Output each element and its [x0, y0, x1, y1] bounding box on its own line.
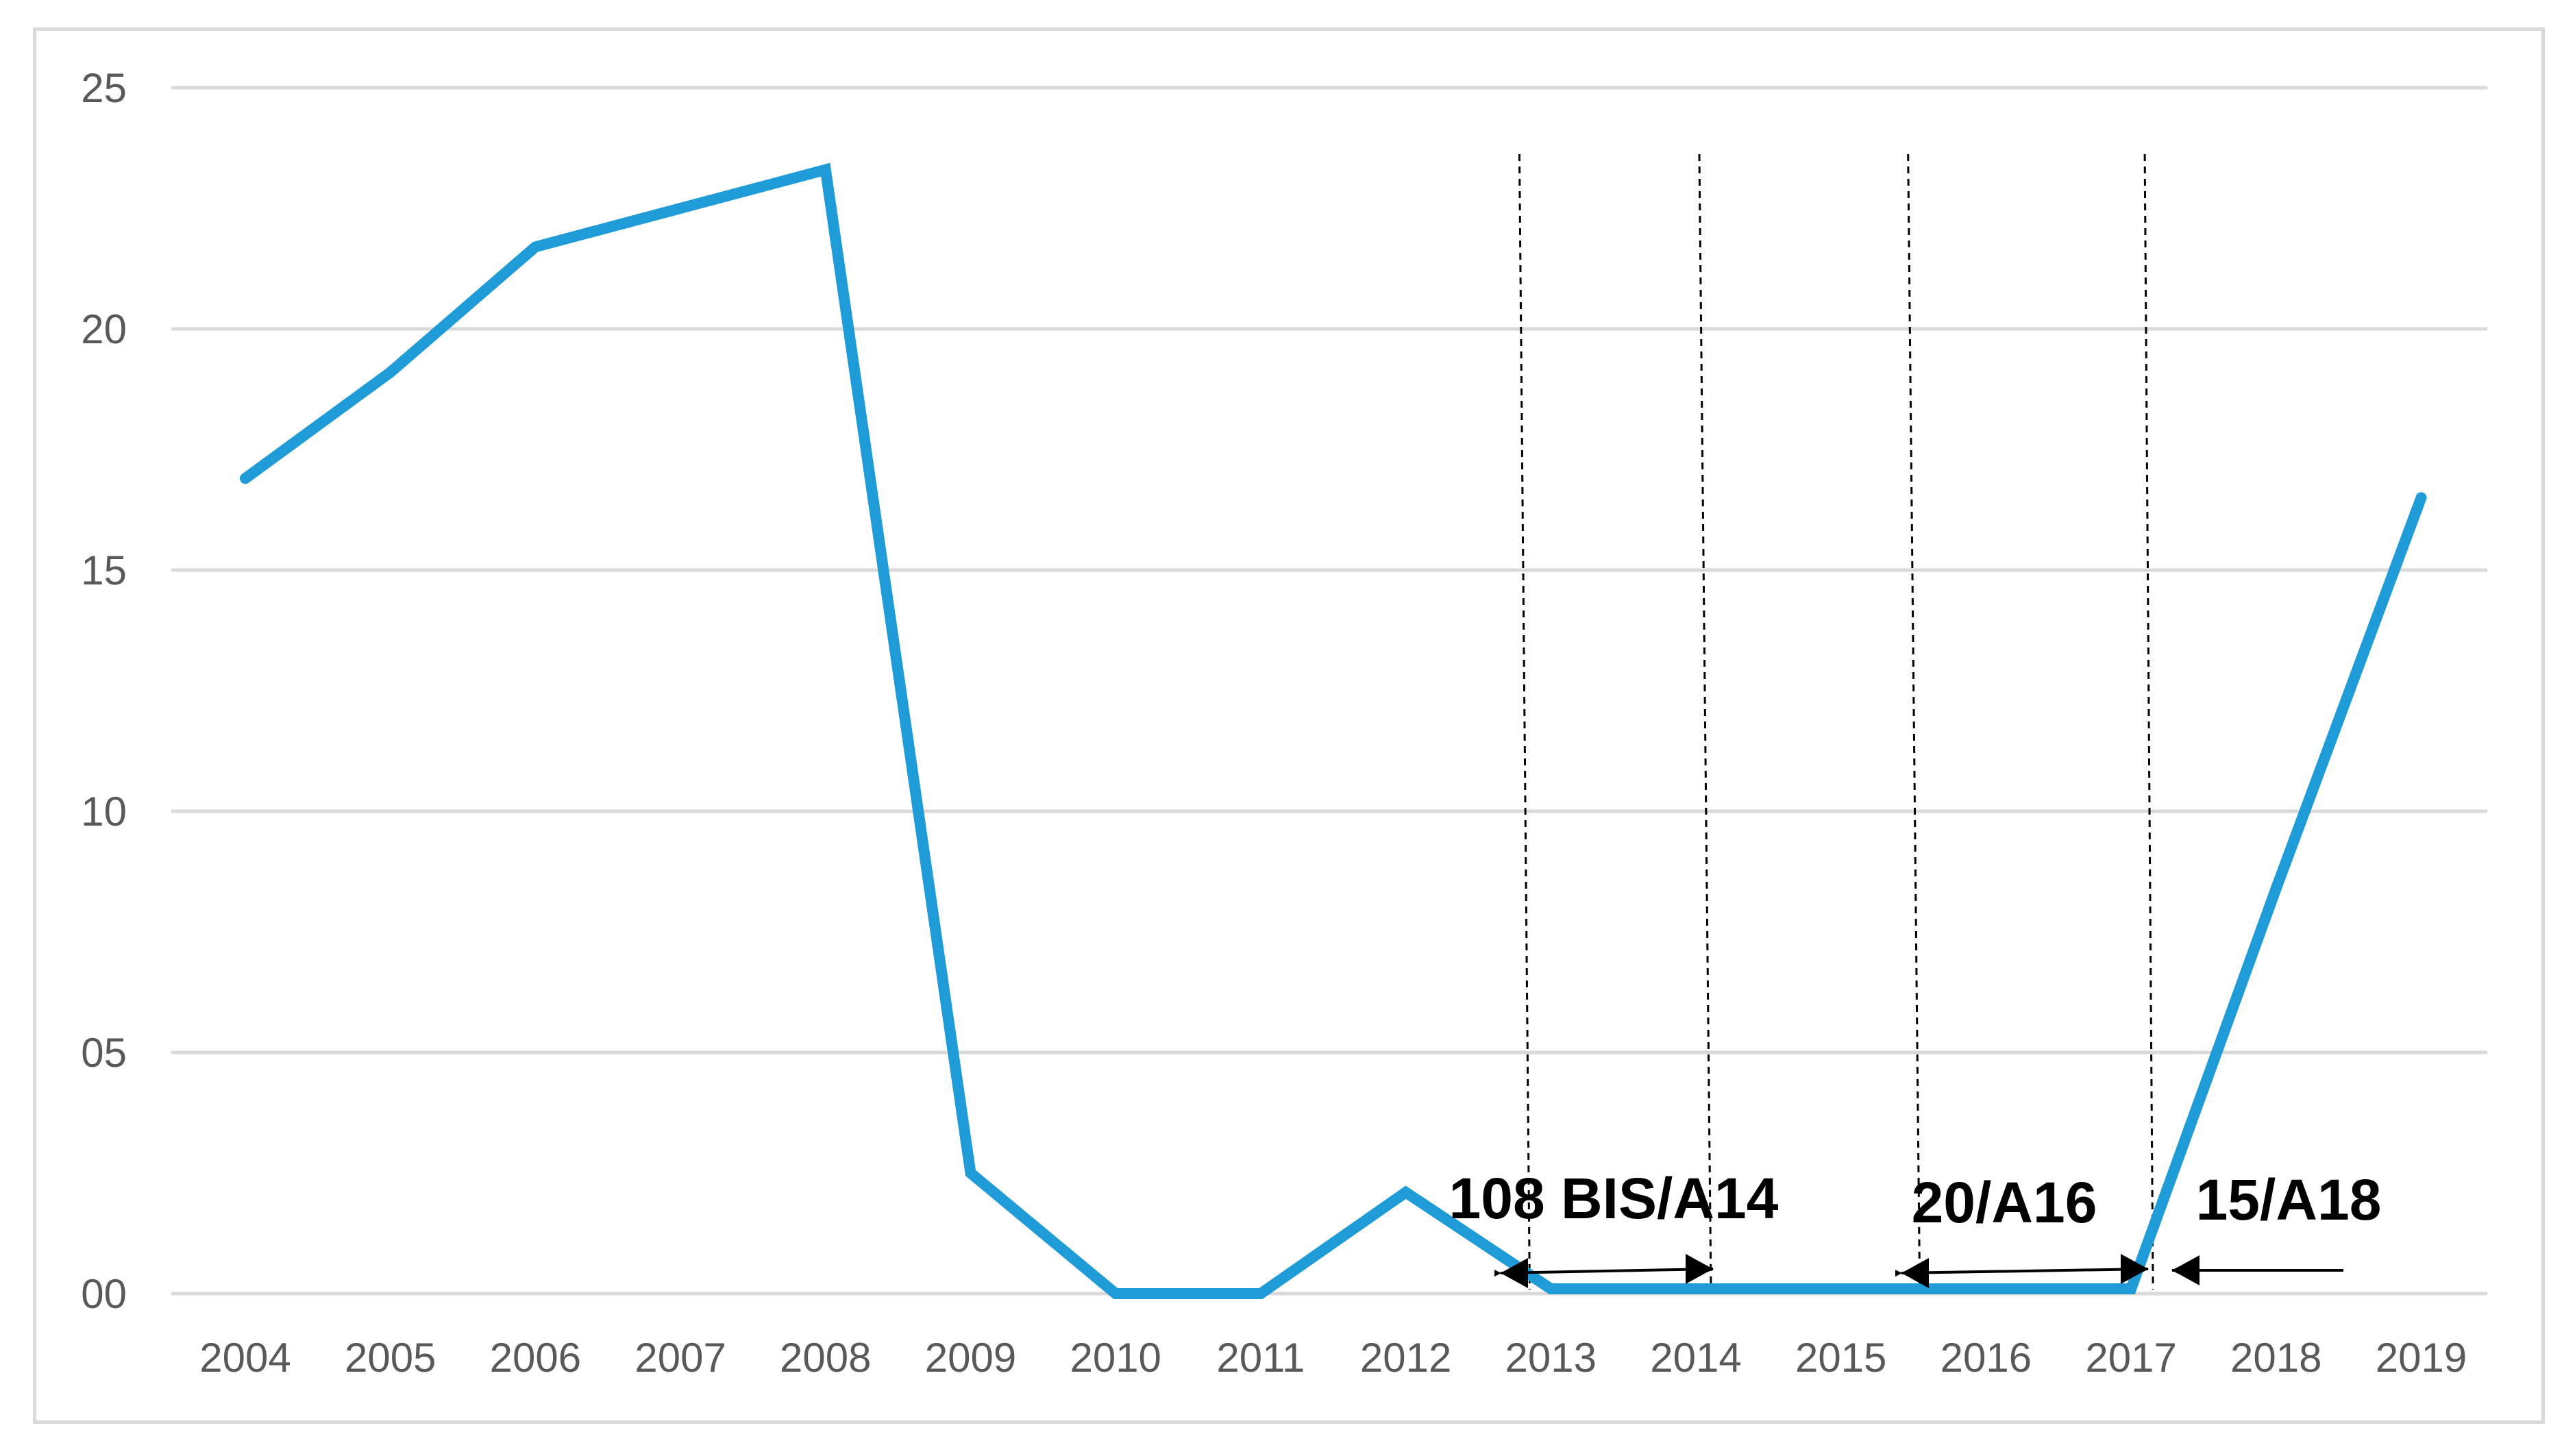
arrow-head [1901, 1258, 1929, 1288]
x-tick-label: 2012 [1360, 1335, 1451, 1381]
reference-line [1698, 153, 1712, 1290]
annotation-label: 20/A16 [1912, 1170, 2097, 1235]
annotation-arrow [1895, 1266, 2149, 1277]
x-tick-label: 2005 [345, 1335, 436, 1381]
reference-line [1518, 153, 1531, 1290]
arrow-head [2121, 1254, 2148, 1284]
y-tick-label: 20 [81, 306, 127, 352]
x-tick-label: 2016 [1941, 1335, 2032, 1381]
y-tick-label: 00 [81, 1271, 127, 1317]
x-tick-label: 2015 [1795, 1335, 1886, 1381]
annotation-arrow [1494, 1266, 1714, 1277]
annotations: 108 BIS/A14 20/A16 15/A18 [1449, 1166, 2382, 1288]
reference-lines [1518, 153, 2154, 1290]
y-tick-label: 10 [81, 789, 127, 835]
arrow-head [1686, 1254, 1713, 1284]
x-tick-label: 2007 [634, 1335, 726, 1381]
x-tick-label: 2004 [199, 1335, 291, 1381]
x-tick-label: 2019 [2376, 1335, 2467, 1381]
y-tick-label: 05 [81, 1030, 127, 1076]
x-tick-label: 2017 [2085, 1335, 2176, 1381]
series-line [240, 162, 2427, 1299]
x-tick-label: 2011 [1216, 1335, 1305, 1381]
y-axis-ticks: 00 05 10 15 20 25 [81, 65, 127, 1317]
reference-line [2143, 153, 2154, 1290]
reference-line [1907, 153, 1921, 1290]
arrow-head [1501, 1258, 1528, 1288]
arrow-head [2172, 1255, 2200, 1285]
chart-frame [33, 27, 2545, 1424]
series [240, 162, 2427, 1299]
x-tick-label: 2006 [490, 1335, 581, 1381]
annotation-label: 108 BIS/A14 [1449, 1166, 1779, 1231]
x-tick-label: 2008 [780, 1335, 871, 1381]
gridlines [171, 86, 2487, 1296]
x-axis-ticks: 2004 2005 2006 2007 2008 2009 2010 2011 2012 2013… [199, 1335, 2467, 1381]
x-tick-label: 2013 [1505, 1335, 1597, 1381]
x-tick-label: 2014 [1650, 1335, 1741, 1381]
y-tick-label: 25 [81, 65, 127, 111]
y-tick-label: 15 [81, 547, 127, 593]
x-tick-label: 2018 [2230, 1335, 2321, 1381]
annotation-label: 15/A18 [2196, 1168, 2382, 1232]
x-tick-label: 2009 [925, 1335, 1016, 1381]
x-tick-label: 2010 [1070, 1335, 1161, 1381]
